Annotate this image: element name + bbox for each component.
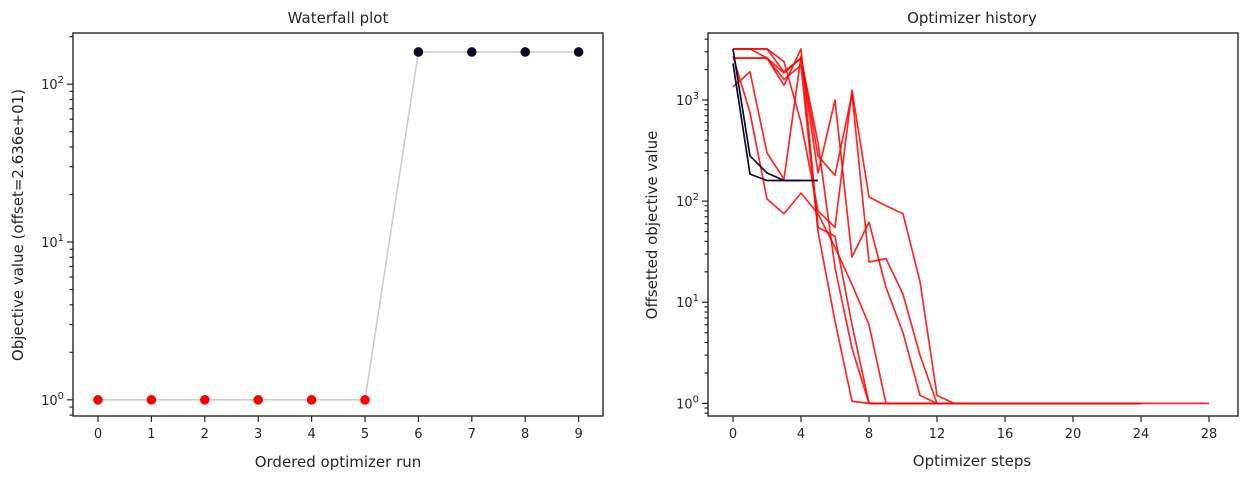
history-frame (707, 32, 1239, 417)
waterfall-plot: Waterfall plot 0 1 2 3 4 5 6 7 8 9 100 101 102 Order… (9, 9, 604, 471)
waterfall-xtick-label: 8 (521, 427, 529, 442)
waterfall-xtick-label: 7 (468, 427, 476, 442)
waterfall-xtick-label: 1 (147, 427, 155, 442)
history-xtick-label: 28 (1201, 427, 1218, 442)
history-trace (733, 48, 1141, 405)
waterfall-frame (72, 32, 604, 417)
waterfall-point (413, 47, 424, 57)
waterfall-point (200, 395, 210, 405)
waterfall-marks (93, 47, 584, 405)
history-marks (732, 48, 1209, 405)
history-ytick-label: 101 (676, 293, 699, 311)
waterfall-point (306, 395, 317, 405)
history-xtick-label: 16 (997, 427, 1014, 442)
waterfall-point (467, 47, 477, 57)
history-xtick-label: 12 (929, 427, 946, 442)
history-xtick-label: 8 (865, 427, 873, 442)
waterfall-axes: 0 1 2 3 4 5 6 7 8 9 100 101 102 (41, 36, 583, 442)
waterfall-xtick-label: 6 (414, 427, 422, 442)
waterfall-xtick-label: 9 (574, 427, 582, 442)
history-xtick-label: 20 (1065, 427, 1082, 442)
history-xlabel: Optimizer steps (913, 452, 1032, 470)
waterfall-point (253, 395, 263, 405)
optimizer-history-plot: Optimizer history 0 4 8 12 16 20 24 28 100 101 102… (643, 9, 1239, 470)
history-xtick-label: 24 (1133, 427, 1150, 442)
waterfall-xlabel: Ordered optimizer run (255, 453, 422, 471)
waterfall-ylabel: Objective value (offset=2.636e+01) (9, 89, 27, 361)
waterfall-point (360, 395, 370, 405)
history-trace (732, 55, 1141, 405)
history-trace (733, 57, 1141, 405)
history-axes: 0 4 8 12 16 20 24 28 100 101 102 103 (676, 38, 1218, 442)
history-title: Optimizer history (907, 9, 1037, 27)
history-trace (732, 56, 1141, 405)
waterfall-xtick-label: 5 (361, 427, 369, 442)
waterfall-xtick-label: 3 (254, 427, 262, 442)
waterfall-point (146, 395, 157, 405)
waterfall-xtick-label: 4 (307, 427, 315, 442)
waterfall-ytick-label: 102 (41, 75, 64, 93)
waterfall-title: Waterfall plot (288, 9, 389, 27)
history-xtick-label: 4 (797, 427, 805, 442)
waterfall-line (98, 51, 579, 401)
history-xtick-label: 0 (729, 427, 737, 442)
waterfall-xtick-label: 0 (94, 427, 102, 442)
history-ytick-label: 103 (676, 91, 699, 109)
waterfall-xtick-label: 2 (201, 427, 209, 442)
history-trace (732, 48, 818, 182)
waterfall-point (573, 47, 584, 57)
waterfall-point (93, 395, 103, 405)
history-trace (733, 48, 1141, 405)
waterfall-ytick-label: 100 (41, 391, 64, 409)
waterfall-ytick-label: 101 (41, 233, 64, 251)
history-trace (733, 48, 1209, 405)
waterfall-point (520, 47, 530, 57)
history-trace (732, 63, 801, 182)
history-ytick-label: 100 (676, 394, 699, 412)
history-ytick-label: 102 (676, 192, 699, 210)
history-ylabel: Offsetted objective value (643, 131, 661, 320)
